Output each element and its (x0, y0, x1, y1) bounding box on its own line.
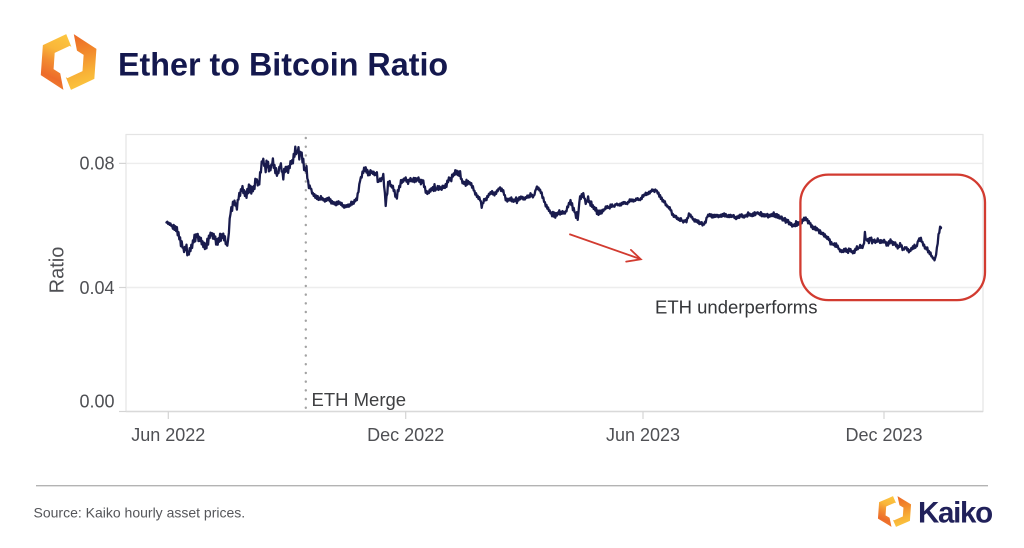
svg-text:0.04: 0.04 (79, 278, 114, 298)
svg-text:ETH Merge: ETH Merge (312, 389, 407, 410)
svg-text:0.00: 0.00 (79, 391, 114, 411)
svg-text:Ether to Bitcoin Ratio: Ether to Bitcoin Ratio (118, 46, 448, 82)
svg-text:Ratio: Ratio (47, 247, 69, 294)
svg-text:ETH underperforms: ETH underperforms (655, 297, 817, 318)
svg-text:Jun 2023: Jun 2023 (606, 425, 680, 445)
svg-text:Jun 2022: Jun 2022 (131, 425, 205, 445)
svg-text:Dec 2023: Dec 2023 (845, 425, 922, 445)
svg-text:Dec 2022: Dec 2022 (367, 425, 444, 445)
svg-text:Source: Kaiko hourly asset pri: Source: Kaiko hourly asset prices. (34, 505, 246, 521)
svg-text:Kaiko: Kaiko (918, 497, 992, 530)
svg-text:0.08: 0.08 (79, 154, 114, 174)
